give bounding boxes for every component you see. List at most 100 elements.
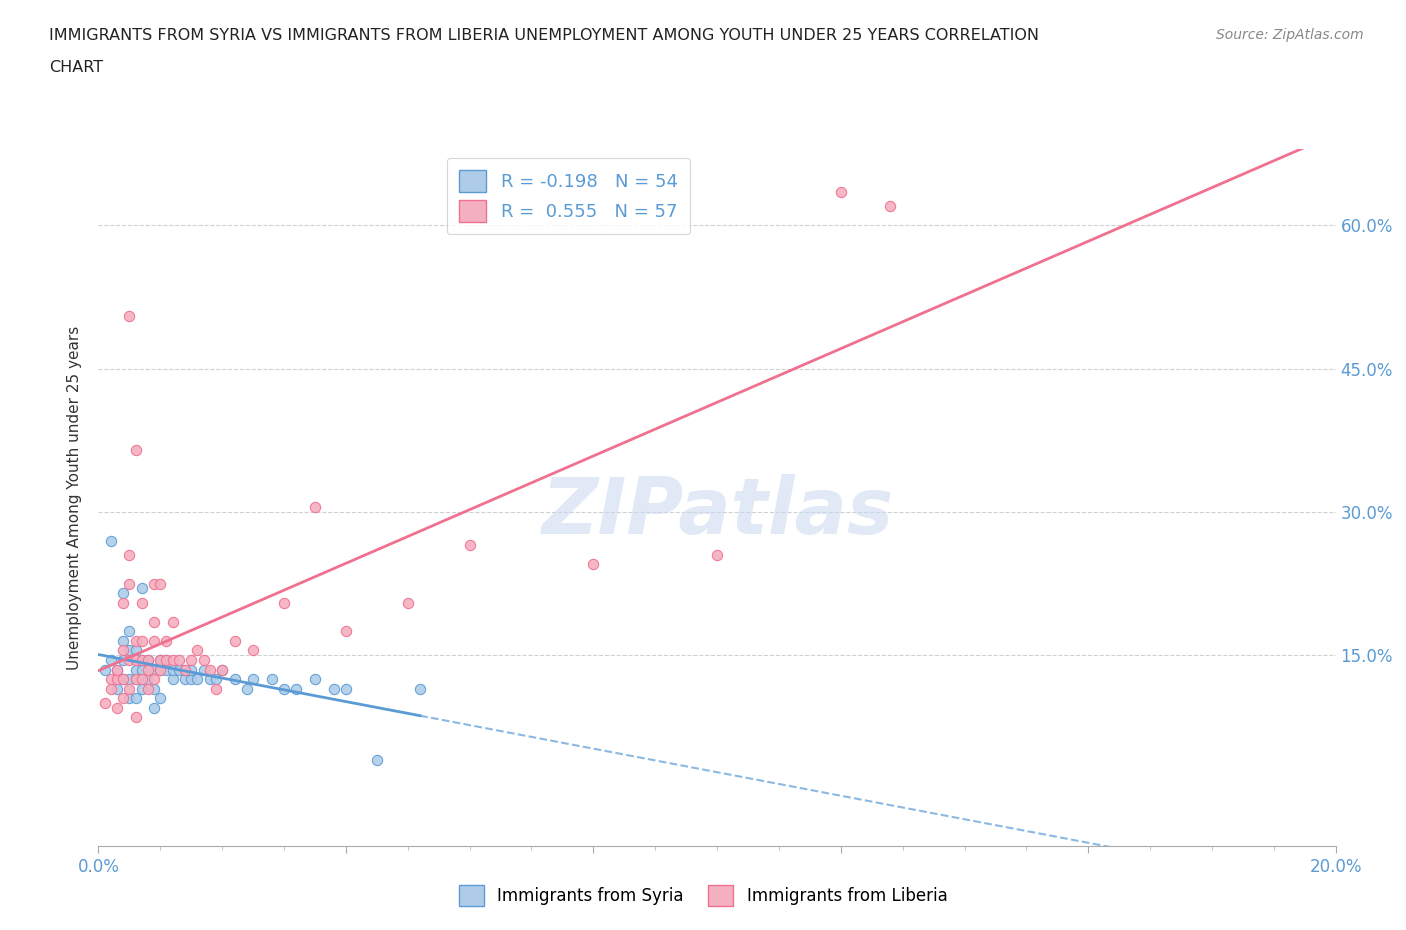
Point <box>242 671 264 686</box>
Point <box>162 615 184 630</box>
Point <box>131 681 153 696</box>
Point <box>211 662 233 677</box>
Point <box>136 671 159 686</box>
Point <box>706 548 728 563</box>
Point <box>167 662 190 677</box>
Point <box>131 671 153 686</box>
Point <box>124 691 146 706</box>
Text: IMMIGRANTS FROM SYRIA VS IMMIGRANTS FROM LIBERIA UNEMPLOYMENT AMONG YOUTH UNDER : IMMIGRANTS FROM SYRIA VS IMMIGRANTS FROM… <box>49 28 1039 43</box>
Point <box>100 671 122 686</box>
Point <box>143 671 166 686</box>
Point <box>409 681 432 696</box>
Point <box>149 653 172 668</box>
Point <box>174 662 197 677</box>
Point <box>93 696 115 711</box>
Point <box>174 662 197 677</box>
Point <box>155 653 177 668</box>
Legend: Immigrants from Syria, Immigrants from Liberia: Immigrants from Syria, Immigrants from L… <box>451 879 955 912</box>
Point <box>100 681 122 696</box>
Text: Source: ZipAtlas.com: Source: ZipAtlas.com <box>1216 28 1364 42</box>
Point <box>180 653 202 668</box>
Point <box>131 653 153 668</box>
Point <box>366 753 388 768</box>
Point <box>304 671 326 686</box>
Point <box>118 624 141 639</box>
Point <box>149 662 172 677</box>
Point <box>136 653 159 668</box>
Point <box>174 671 197 686</box>
Point <box>118 309 141 324</box>
Point <box>162 662 184 677</box>
Point <box>124 643 146 658</box>
Point <box>124 653 146 668</box>
Point <box>193 662 215 677</box>
Point <box>118 653 141 668</box>
Point <box>112 595 135 610</box>
Text: ZIPatlas: ZIPatlas <box>541 473 893 550</box>
Point <box>155 662 177 677</box>
Point <box>105 671 128 686</box>
Point <box>273 681 295 696</box>
Point <box>131 662 153 677</box>
Point <box>205 681 228 696</box>
Point <box>143 576 166 591</box>
Point <box>105 662 128 677</box>
Point <box>273 595 295 610</box>
Point <box>149 576 172 591</box>
Text: CHART: CHART <box>49 60 103 75</box>
Point <box>100 653 122 668</box>
Point <box>149 653 172 668</box>
Point <box>105 700 128 715</box>
Point <box>124 662 146 677</box>
Point <box>205 671 228 686</box>
Point <box>180 671 202 686</box>
Point <box>162 671 184 686</box>
Point <box>149 662 172 677</box>
Point <box>136 681 159 696</box>
Point <box>118 576 141 591</box>
Point <box>118 691 141 706</box>
Point <box>396 595 419 610</box>
Point <box>93 662 115 677</box>
Point <box>124 633 146 648</box>
Point <box>285 681 308 696</box>
Point <box>193 653 215 668</box>
Point <box>335 681 357 696</box>
Point <box>131 581 153 596</box>
Point <box>131 595 153 610</box>
Point <box>131 653 153 668</box>
Point <box>105 662 128 677</box>
Point <box>167 653 190 668</box>
Point <box>112 633 135 648</box>
Point <box>155 633 177 648</box>
Point <box>112 643 135 658</box>
Point <box>322 681 344 696</box>
Point <box>124 671 146 686</box>
Point <box>335 624 357 639</box>
Point <box>458 538 481 552</box>
Point <box>186 643 208 658</box>
Point <box>136 653 159 668</box>
Y-axis label: Unemployment Among Youth under 25 years: Unemployment Among Youth under 25 years <box>67 326 83 670</box>
Point <box>198 671 221 686</box>
Point <box>143 681 166 696</box>
Point <box>143 662 166 677</box>
Point <box>112 691 135 706</box>
Point <box>118 548 141 563</box>
Point <box>304 499 326 514</box>
Point <box>112 671 135 686</box>
Point <box>131 633 153 648</box>
Point <box>242 643 264 658</box>
Point <box>112 586 135 601</box>
Point <box>155 653 177 668</box>
Point <box>136 662 159 677</box>
Point <box>582 557 605 572</box>
Point <box>879 199 901 214</box>
Point <box>118 671 141 686</box>
Point <box>236 681 259 696</box>
Point <box>143 615 166 630</box>
Point <box>112 653 135 668</box>
Point <box>224 671 246 686</box>
Point <box>830 184 852 199</box>
Point <box>260 671 283 686</box>
